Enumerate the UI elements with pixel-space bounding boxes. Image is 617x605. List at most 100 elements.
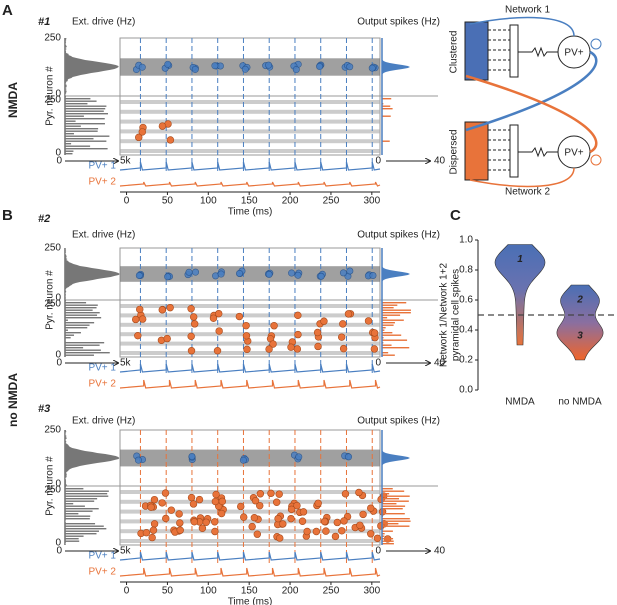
raster-band (120, 266, 380, 282)
drive-bar (65, 528, 107, 530)
drive-bar (65, 304, 98, 306)
y-tick-label: 250 (44, 299, 61, 310)
y-tick-label: 0.8 (459, 265, 473, 276)
spike-dot (369, 272, 377, 280)
spike-dot (211, 527, 219, 536)
x-tick-label: 300 (363, 586, 380, 597)
output-bar (382, 332, 393, 334)
drive-bar (65, 344, 100, 346)
drive-bar (65, 143, 72, 145)
y-tick-label: 1.0 (459, 235, 473, 246)
x-tick-label: 250 (323, 196, 340, 207)
spike-dot (187, 493, 196, 502)
drive-bar (65, 508, 99, 510)
axis-title: Ext. drive (Hz) (72, 416, 135, 427)
output-bar (382, 309, 411, 311)
drive-bar (65, 525, 104, 527)
output-histogram (382, 248, 410, 300)
output-bar (382, 115, 391, 117)
x-tick-label: 150 (241, 196, 258, 207)
spike-dot (272, 498, 281, 506)
spike-dot (176, 519, 184, 527)
spike-dot (161, 489, 170, 497)
trace-label: PV+ 2 (88, 379, 116, 390)
spike-dot (345, 453, 353, 461)
drive-bar (65, 108, 106, 110)
x-tick-label: 250 (323, 586, 340, 597)
x-tick-label: 100 (200, 196, 217, 207)
spike-dot (331, 532, 340, 541)
raster-tag: #2 (38, 213, 50, 225)
output-bar (382, 344, 392, 346)
spike-dot (158, 499, 166, 507)
x-tick-label: 50 (162, 196, 174, 207)
y-axis-title: pyramidal cell spikes (451, 269, 462, 361)
raster-stripe (120, 490, 380, 494)
drive-bar (65, 520, 66, 522)
y-tick-label: 0 (55, 148, 61, 159)
spike-dot (211, 518, 219, 526)
drive-tick-label: 5k (120, 156, 132, 167)
axis-title: Output spikes (Hz) (357, 230, 440, 241)
spike-dot (339, 320, 347, 328)
output-bar (382, 108, 393, 110)
drive-bar (65, 125, 81, 127)
spike-dot (187, 305, 195, 313)
drive-bar (65, 515, 91, 517)
raster-frame (119, 429, 381, 546)
output-bar (382, 500, 409, 502)
spike-dot (293, 345, 302, 353)
drive-bar (65, 324, 90, 326)
drive-bar (65, 493, 108, 495)
pv-trace (119, 363, 381, 373)
spike-dot (314, 499, 322, 507)
drive-bar (65, 138, 94, 140)
raster-stripe (120, 529, 380, 534)
x-tick-label: NMDA (505, 397, 535, 408)
spike-dot (313, 328, 322, 337)
output-bar (382, 525, 410, 527)
diagram-label: Network 1 (505, 5, 550, 16)
spike-dot (370, 329, 379, 337)
spike-dot (138, 315, 147, 323)
raster-stripe (120, 332, 380, 337)
drive-bar (65, 543, 66, 545)
drive-bar (65, 113, 108, 115)
drive-bar (65, 530, 99, 532)
condition: NMDA (6, 82, 20, 118)
pv-trace (119, 567, 381, 577)
output-bar (382, 334, 402, 336)
y-tick-label: 0 (55, 293, 61, 304)
drive-bar (65, 505, 85, 507)
drive-bar (65, 115, 84, 117)
condition: no NMDA (6, 373, 20, 427)
spike-dot (299, 508, 308, 516)
spike-dot (294, 311, 302, 320)
y-tick-label: 0 (55, 350, 61, 361)
output-bar (382, 490, 405, 492)
spike-dot (292, 66, 300, 74)
output-tick-label: 40 (434, 156, 446, 167)
drive-bar (65, 354, 94, 356)
x-tick-label: 50 (162, 586, 174, 597)
output-bar (382, 505, 406, 507)
output-bar (382, 140, 390, 142)
spike-dot (265, 270, 273, 278)
drive-tick-label: 0 (56, 156, 62, 167)
spike-dot (355, 488, 363, 497)
spike-dot (346, 63, 354, 71)
axis-title: Output spikes (Hz) (357, 17, 440, 28)
drive-bar (65, 347, 84, 349)
drive-bar (65, 140, 107, 142)
spike-dot (158, 122, 167, 130)
drive-bar (65, 500, 95, 502)
drive-bar (65, 538, 79, 540)
spike-dot (134, 331, 142, 340)
spike-dot (320, 517, 329, 526)
drive-bar (65, 334, 75, 336)
y-tick-label: 0 (55, 538, 61, 549)
spike-dot (148, 533, 156, 542)
spike-dot (367, 530, 375, 538)
spike-dot (164, 273, 172, 281)
output-bar (382, 508, 403, 510)
